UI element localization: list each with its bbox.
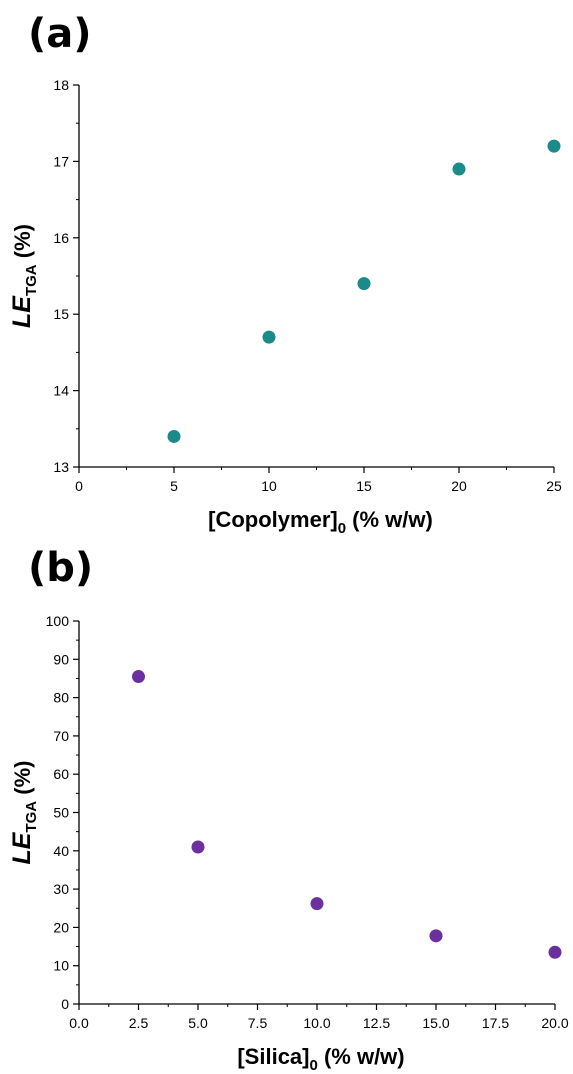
- y-tick-label: 100: [46, 613, 70, 629]
- x-tick-label: 20: [451, 478, 467, 494]
- y-tick-label: 50: [53, 805, 69, 821]
- data-point: [547, 139, 561, 153]
- y-axis-title: LETGA (%): [8, 761, 40, 865]
- x-axis-title: [Copolymer]0 (% w/w): [208, 507, 433, 537]
- x-tick-label: 10.0: [303, 1015, 330, 1031]
- x-tick-label: 5: [170, 478, 178, 494]
- x-tick-label: 0: [75, 478, 83, 494]
- x-axis-title-sub: 0: [338, 520, 346, 537]
- y-tick-label: 60: [53, 766, 69, 782]
- panel-label-a: (a): [28, 11, 92, 57]
- x-tick-label: 25: [546, 478, 562, 494]
- y-tick-label: 14: [53, 383, 69, 399]
- data-point: [167, 429, 181, 443]
- y-axis-title-main: LE: [8, 831, 36, 864]
- y-tick-label: 18: [53, 77, 69, 93]
- data-point: [548, 945, 562, 959]
- x-axis-title-sub: 0: [310, 1057, 318, 1074]
- x-axis-title: [Silica]0 (% w/w): [237, 1044, 404, 1074]
- y-tick-label: 16: [53, 230, 69, 246]
- x-tick-label: 10: [261, 478, 277, 494]
- data-point: [132, 670, 145, 684]
- y-tick-label: 13: [53, 459, 69, 475]
- y-axis-title-tail: (%): [10, 761, 35, 801]
- x-tick-label: 15.0: [422, 1015, 449, 1031]
- data-point: [429, 929, 443, 943]
- x-tick-label: 7.5: [248, 1015, 268, 1031]
- y-tick-label: 20: [53, 919, 69, 935]
- data-point: [310, 897, 324, 911]
- x-tick-label: 5.0: [188, 1015, 208, 1031]
- y-axis-title-tail: (%): [10, 224, 35, 264]
- y-axis-title-main: LE: [8, 295, 36, 328]
- y-tick-label: 0: [61, 996, 69, 1012]
- y-tick-label: 90: [53, 651, 69, 667]
- y-axis-title: LETGA (%): [8, 224, 40, 328]
- y-tick-label: 17: [53, 153, 69, 169]
- y-axis-title-sub: TGA: [23, 801, 40, 833]
- y-axis-title-sub: TGA: [23, 264, 40, 296]
- data-point: [357, 277, 371, 291]
- x-tick-label: 20.0: [541, 1015, 568, 1031]
- y-tick-label: 40: [53, 843, 69, 859]
- data-point: [191, 840, 205, 854]
- y-tick-label: 15: [53, 306, 69, 322]
- x-tick-label: 0.0: [69, 1015, 89, 1031]
- x-axis-title-main: [Silica]: [237, 1044, 309, 1069]
- data-point: [262, 330, 276, 344]
- x-tick-label: 2.5: [129, 1015, 149, 1031]
- y-tick-label: 80: [53, 690, 69, 706]
- x-tick-label: 12.5: [363, 1015, 390, 1031]
- x-axis-title-main: [Copolymer]: [208, 507, 338, 532]
- y-tick-label: 70: [53, 728, 69, 744]
- x-tick-label: 17.5: [482, 1015, 509, 1031]
- x-axis-title-tail: (% w/w): [318, 1044, 405, 1069]
- x-tick-label: 15: [356, 478, 372, 494]
- x-axis-title-tail: (% w/w): [346, 507, 433, 532]
- y-tick-label: 30: [53, 881, 69, 897]
- y-tick-label: 10: [53, 958, 69, 974]
- panel-label-b: (b): [28, 545, 94, 591]
- data-point: [452, 162, 466, 176]
